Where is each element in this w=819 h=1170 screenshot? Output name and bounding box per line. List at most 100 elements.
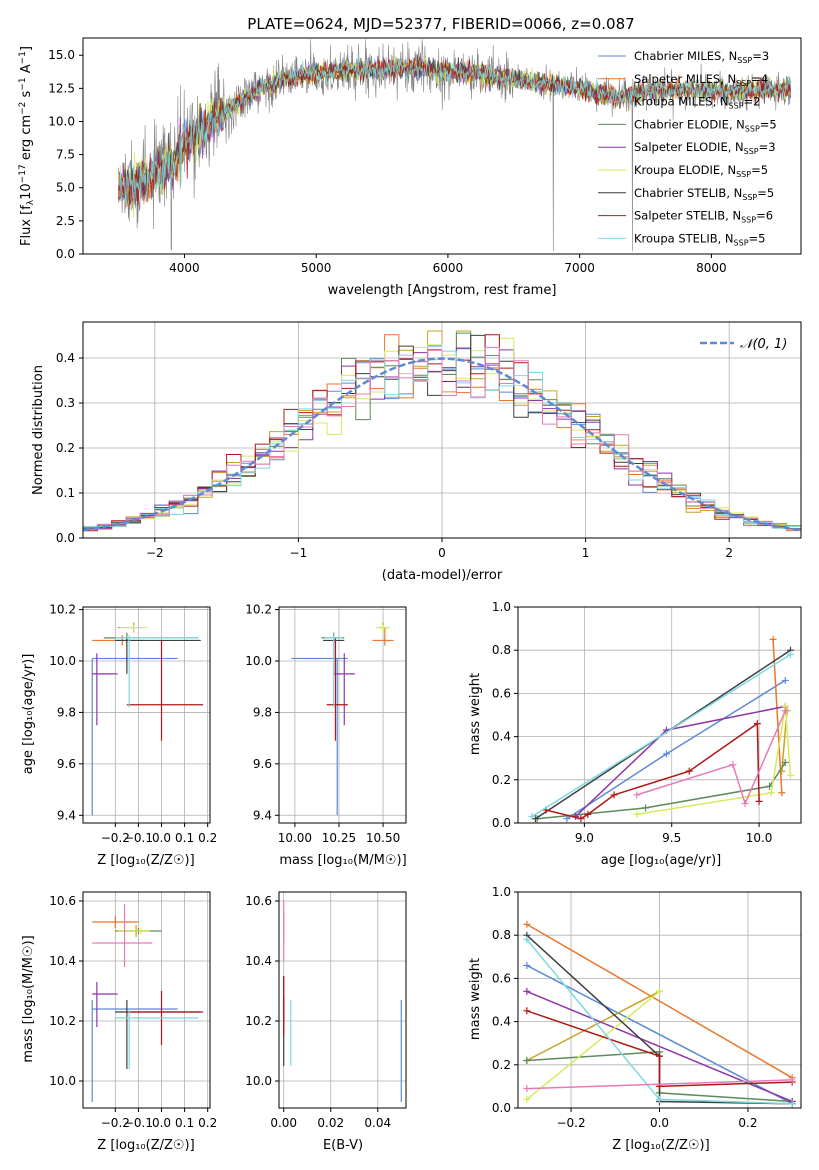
mass-vs-Z-xtick-label: 0.1 bbox=[175, 1116, 194, 1130]
age-vs-Z-axes-frame bbox=[82, 606, 211, 824]
spectrum-ytick-label: 12.5 bbox=[48, 81, 75, 95]
spectrum-ylabel: Flux [fλ10−17 erg cm−2 s−1 A−1] bbox=[18, 46, 36, 246]
histogram-xtick-label: −2 bbox=[146, 546, 164, 560]
histogram-legend: 𝒩(0, 1) bbox=[700, 337, 787, 352]
age-vs-Z-ytick-label: 9.8 bbox=[57, 705, 76, 719]
spectrum-ytick-label: 0.0 bbox=[56, 247, 75, 261]
mass-weight-vs-Z-line-pink bbox=[526, 1079, 793, 1090]
mass-weight-vs-Z-line-kroupa_elodie bbox=[526, 990, 660, 1100]
mass-weight-vs-age-marker-chabrier_miles bbox=[662, 750, 670, 758]
mass-vs-ebv-ytick-label: 10.0 bbox=[245, 1074, 272, 1088]
age-vs-mass-ytick-label: 9.8 bbox=[253, 705, 272, 719]
histogram-xtick-label: 1 bbox=[582, 546, 590, 560]
gaussian-curve bbox=[82, 357, 802, 532]
histogram-xlabel: (data-model)/error bbox=[382, 568, 503, 583]
mass-weight-vs-Z-marker-chabrier_miles bbox=[523, 961, 531, 969]
histogram-ytick-label: 0.2 bbox=[56, 441, 75, 455]
age-vs-mass-ytick-label: 10.2 bbox=[245, 603, 272, 617]
age-z-xlabel: Z [log₁₀(Z/Z☉)] bbox=[97, 853, 194, 868]
age-vs-Z-xtick-label: 0.0 bbox=[152, 831, 171, 845]
mass-weight-vs-age-marker-salpeter_miles bbox=[778, 789, 786, 797]
mass-weight-vs-age-ytick-label: 0.4 bbox=[492, 730, 511, 744]
spectrum-xtick-label: 6000 bbox=[433, 261, 464, 275]
mass-weight-vs-age-marker-kroupa_elodie bbox=[633, 810, 641, 818]
mass-weight-vs-age-marker-salpeter_stelib bbox=[610, 791, 618, 799]
legend-label-kroupa_miles: Kroupa MILES, NSSP=2 bbox=[634, 95, 760, 111]
mass-weight-vs-Z-line-salpeter_stelib bbox=[526, 1010, 793, 1088]
mass-vs-ebv-xtick-label: 0.00 bbox=[270, 1116, 297, 1130]
mass-vs-Z-xtick-label: 0.0 bbox=[152, 1116, 171, 1130]
spectrum-ytick-label: 2.5 bbox=[56, 214, 75, 228]
histogram-ytick-label: 0.3 bbox=[56, 396, 75, 410]
age-vs-Z-xtick-label: 0.1 bbox=[175, 831, 194, 845]
mass-weight-vs-age-axes-frame bbox=[517, 606, 802, 824]
mass-weight-vs-age-marker-kroupa_stelib bbox=[528, 813, 536, 821]
mass-weight-vs-age-marker-pink bbox=[741, 800, 749, 808]
mass-vs-Z-ytick-label: 10.2 bbox=[49, 1014, 76, 1028]
spectrum-ytick-label: 5.0 bbox=[56, 181, 75, 195]
age-vs-Z-xtick-label: −0.2 bbox=[101, 831, 130, 845]
mass-weight-vs-Z-marker-salpeter_elodie bbox=[523, 987, 531, 995]
histogram-panel: −2 −1 0 1 2 0.0 0.1 0.2 0.3 0.4 𝒩(0, 1) (data-mod… bbox=[31, 321, 802, 583]
age-vs-Z-xtick-label: −0.1 bbox=[124, 831, 153, 845]
legend-label-chabrier_elodie: Chabrier ELODIE, NSSP=5 bbox=[634, 117, 777, 133]
mass-weight-vs-Z-marker-pink bbox=[523, 1085, 531, 1093]
age-vs-mass-ytick-label: 9.6 bbox=[253, 757, 272, 771]
age-vs-mass-ytick-label: 9.4 bbox=[253, 808, 272, 822]
gaussian-legend-label: 𝒩(0, 1) bbox=[740, 337, 787, 352]
age-z-ylabel: age [log₁₀(age/yr)] bbox=[21, 654, 36, 775]
mass-vs-ebv-ytick-label: 10.4 bbox=[245, 954, 272, 968]
mass-weight-vs-age-line-salpeter_stelib bbox=[545, 722, 760, 820]
mass-weight-vs-Z-panel: −0.2 0.0 0.2 0.0 0.2 0.4 0.6 0.8 1.0 bbox=[492, 885, 802, 1130]
histogram-ytick-label: 0.4 bbox=[56, 351, 75, 365]
spectrum-xtick-label: 4000 bbox=[169, 261, 200, 275]
histogram-xtick-label: −1 bbox=[290, 546, 308, 560]
age-vs-Z-ytick-label: 9.6 bbox=[57, 757, 76, 771]
legend-label-chabrier_miles: Chabrier MILES, NSSP=3 bbox=[634, 49, 769, 65]
age-vs-Z-ytick-label: 10.2 bbox=[49, 603, 76, 617]
mass-weight-vs-Z-ytick-label: 0.6 bbox=[492, 971, 511, 985]
mass-weight-vs-age-xtick-label: 9.5 bbox=[662, 831, 681, 845]
mass-weight-vs-age-marker-kroupa_elodie bbox=[767, 789, 775, 797]
mass-vs-Z-ytick-label: 10.6 bbox=[49, 894, 76, 908]
legend-label-salpeter_miles: Salpeter MILES, NSSP=4 bbox=[634, 72, 768, 88]
mass-vs-Z-ytick-label: 10.0 bbox=[49, 1074, 76, 1088]
histogram-ytick-label: 0.0 bbox=[56, 531, 75, 545]
mass-weight-vs-Z-marker-kroupa_stelib bbox=[788, 1100, 796, 1108]
mass-vs-Z-xtick-label: −0.2 bbox=[101, 1116, 130, 1130]
spectrum-xtick-label: 8000 bbox=[696, 261, 727, 275]
mass-weight-vs-age-marker-salpeter_stelib bbox=[755, 797, 763, 805]
legend-label-kroupa_stelib: Kroupa STELIB, NSSP=5 bbox=[634, 231, 765, 247]
mass-z-xlabel: Z [log₁₀(Z/Z☉)] bbox=[97, 1138, 194, 1153]
mw-age-xlabel: age [log₁₀(age/yr)] bbox=[601, 853, 722, 868]
figure-title: PLATE=0624, MJD=52377, FIBERID=0066, z=0… bbox=[247, 15, 634, 33]
legend-label-salpeter_stelib: Salpeter STELIB, NSSP=6 bbox=[634, 209, 773, 225]
mass-weight-vs-age-marker-kroupa_elodie bbox=[787, 771, 795, 779]
mass-vs-ebv-axes-frame bbox=[278, 891, 407, 1109]
age-vs-mass-ytick-label: 10.0 bbox=[245, 654, 272, 668]
spectrum-axes-frame bbox=[82, 37, 802, 255]
legend-label-chabrier_stelib: Chabrier STELIB, NSSP=5 bbox=[634, 186, 774, 202]
mass-weight-vs-age-marker-salpeter_stelib bbox=[685, 767, 693, 775]
mass-z-ylabel: mass [log₁₀(M/M☉)] bbox=[21, 935, 36, 1062]
mass-weight-vs-age-marker-chabrier_elodie bbox=[781, 759, 789, 767]
mass-weight-vs-age-marker-chabrier_elodie bbox=[642, 804, 650, 812]
mass-vs-ebv-xtick-label: 0.04 bbox=[364, 1116, 391, 1130]
mass-weight-vs-Z-marker-kroupa_elodie bbox=[523, 1095, 531, 1103]
mass-weight-vs-Z-marker-chabrier_elodie bbox=[523, 1056, 531, 1064]
mass-weight-vs-Z-line-kroupa_miles bbox=[526, 990, 660, 1062]
age-vs-mass-xtick-label: 10.00 bbox=[278, 831, 312, 845]
mass-weight-vs-age-line-pink bbox=[636, 710, 786, 806]
mass-weight-vs-Z-marker-kroupa_stelib bbox=[656, 1095, 663, 1103]
mass-ebv-xlabel: E(B-V) bbox=[323, 1138, 363, 1153]
mass-vs-Z-panel: −0.2−0.10.0 0.1 0.2 10.0 10.2 10.4 10.6 bbox=[49, 891, 217, 1130]
mass-weight-vs-age-marker-kroupa_stelib bbox=[787, 651, 795, 659]
spectrum-ytick-label: 15.0 bbox=[48, 48, 75, 62]
mass-weight-vs-Z-xtick-label: 0.0 bbox=[650, 1116, 669, 1130]
mass-weight-vs-Z-xtick-label: 0.2 bbox=[738, 1116, 757, 1130]
spectrum-panel: 4000 5000 6000 7000 8000 0.0 2.5 5.0 7.5 10.0 12.5… bbox=[18, 37, 802, 298]
mw-z-ylabel: mass weight bbox=[468, 958, 483, 1040]
spectrum-xtick-label: 5000 bbox=[301, 261, 332, 275]
mass-weight-vs-age-marker-salpeter_stelib bbox=[753, 720, 761, 728]
